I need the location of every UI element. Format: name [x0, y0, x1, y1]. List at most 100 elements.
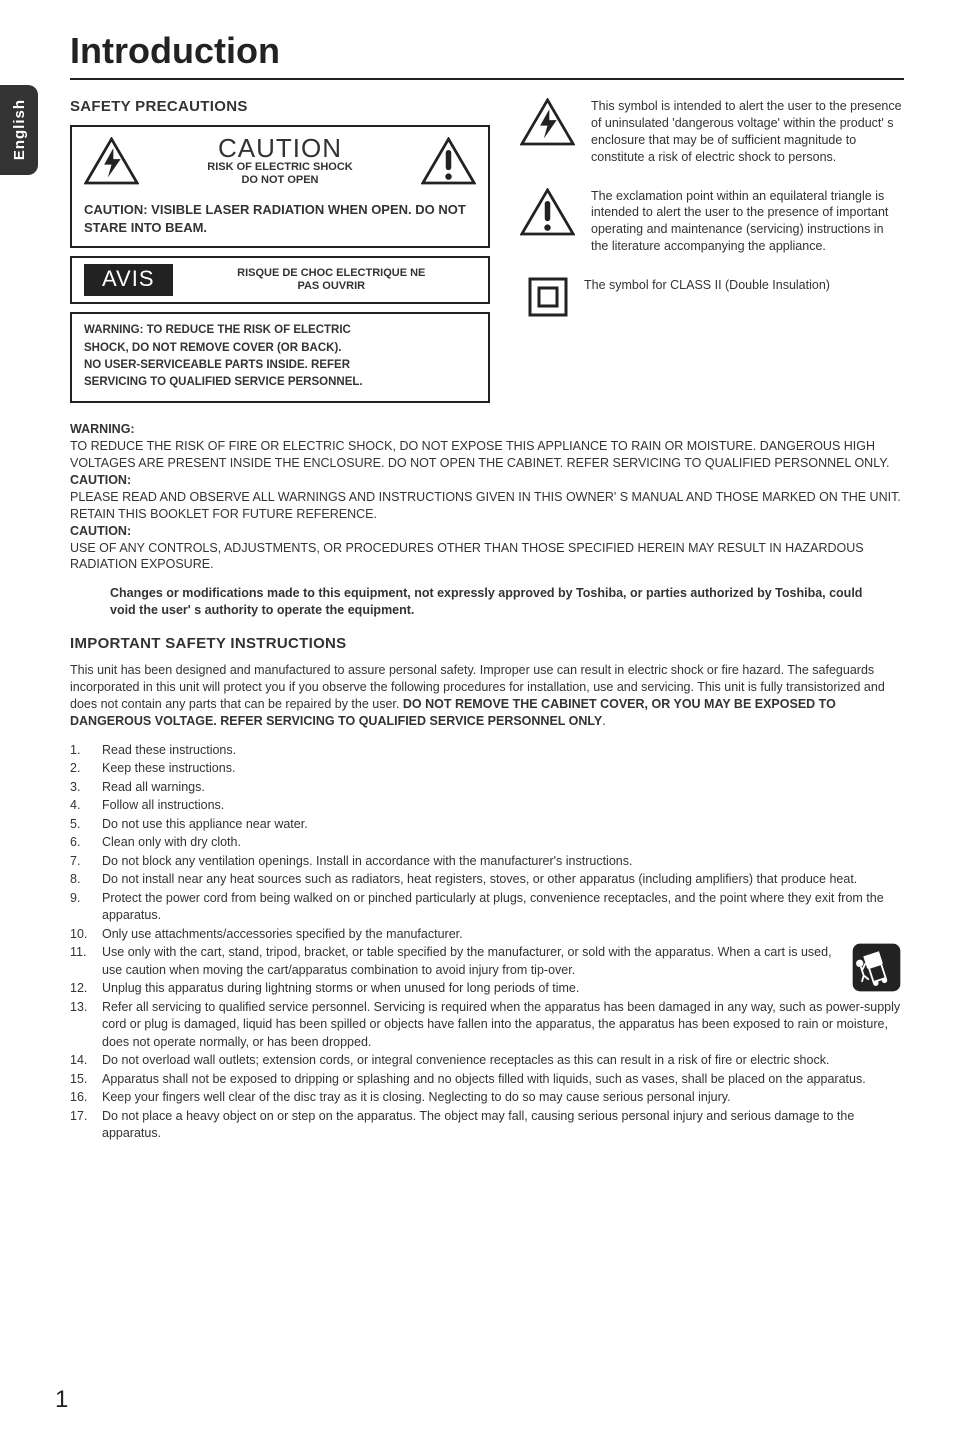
symbol-bolt-block: This symbol is intended to alert the use…: [520, 98, 904, 166]
caution-head-2: CAUTION:: [70, 524, 131, 538]
warn-b2: SHOCK, DO NOT REMOVE COVER (OR BACK).: [84, 340, 476, 357]
language-tab: English: [0, 85, 38, 175]
warn-b1: WARNING: TO REDUCE THE RISK OF ELECTRIC: [84, 322, 476, 339]
caution-body-2: USE OF ANY CONTROLS, ADJUSTMENTS, OR PRO…: [70, 541, 864, 572]
item-num: 14.: [70, 1052, 96, 1070]
important-intro: This unit has been designed and manufact…: [70, 662, 904, 730]
list-item: 14. Do not overload wall outlets; extensi…: [70, 1052, 904, 1070]
symbol-bolt-text: This symbol is intended to alert the use…: [591, 98, 904, 166]
list-item: 1. Read these instructions.: [70, 742, 904, 760]
item-text: Read these instructions.: [102, 743, 236, 757]
item-num: 5.: [70, 816, 96, 834]
bolt-triangle-icon: [84, 137, 139, 185]
caution-head-1: CAUTION:: [70, 473, 131, 487]
list-item: 3. Read all warnings.: [70, 779, 904, 797]
list-item: 5. Do not use this appliance near water.: [70, 816, 904, 834]
item-num: 4.: [70, 797, 96, 815]
item-text: Read all warnings.: [102, 780, 205, 794]
list-item: 4. Follow all instructions.: [70, 797, 904, 815]
caution-center: CAUTION RISK OF ELECTRIC SHOCK DO NOT OP…: [207, 135, 352, 187]
item-text: Refer all servicing to qualified service…: [102, 1000, 900, 1049]
item-text: Only use attachments/accessories specifi…: [102, 927, 463, 941]
item-num: 11.: [70, 944, 96, 962]
item-num: 13.: [70, 999, 96, 1017]
intro-post: .: [602, 714, 605, 728]
important-heading: IMPORTANT SAFETY INSTRUCTIONS: [70, 635, 904, 652]
caution-box-2: AVIS RISQUE DE CHOC ELECTRIQUE NE PAS OU…: [70, 256, 490, 304]
item-text: Clean only with dry cloth.: [102, 835, 241, 849]
page-title: Introduction: [70, 30, 904, 72]
list-item: 15. Apparatus shall not be exposed to dri…: [70, 1071, 904, 1089]
item-text: Protect the power cord from being walked…: [102, 891, 884, 923]
item-num: 12.: [70, 980, 96, 998]
list-item: 6.Clean only with dry cloth.: [70, 834, 904, 852]
list-item: 7. Do not block any ventilation openings.…: [70, 853, 904, 871]
warning-block: WARNING: TO REDUCE THE RISK OF FIRE OR E…: [70, 421, 904, 573]
title-rule: [70, 78, 904, 80]
list-item: 12. Unplug this apparatus during lightnin…: [70, 980, 904, 998]
symbol-class2-block: The symbol for CLASS II (Double Insulati…: [520, 277, 904, 317]
list-item: 2. Keep these instructions.: [70, 760, 904, 778]
item-num: 9.: [70, 890, 96, 908]
page-number: 1: [55, 1386, 68, 1414]
item-text: Unplug this apparatus during lightning s…: [102, 981, 579, 995]
item-num: 8.: [70, 871, 96, 889]
symbol-excl-block: The exclamation point within an equilate…: [520, 188, 904, 256]
warning-body: TO REDUCE THE RISK OF FIRE OR ELECTRIC S…: [70, 439, 889, 470]
item-text: Follow all instructions.: [102, 798, 224, 812]
item-num: 10.: [70, 926, 96, 944]
caution-box-1: CAUTION RISK OF ELECTRIC SHOCK DO NOT OP…: [70, 125, 490, 248]
avis-badge: AVIS: [84, 264, 173, 296]
item-num: 17.: [70, 1108, 96, 1126]
left-column: SAFETY PRECAUTIONS CAUTION RISK OF ELECT…: [70, 98, 490, 411]
list-item: 10. Only use attachments/accessories spec…: [70, 926, 904, 944]
item-text: Use only with the cart, stand, tripod, b…: [102, 945, 832, 977]
item-num: 16.: [70, 1089, 96, 1107]
caution-box-3: WARNING: TO REDUCE THE RISK OF ELECTRIC …: [70, 312, 490, 403]
item-num: 3.: [70, 779, 96, 797]
caution-sub1: RISK OF ELECTRIC SHOCK: [207, 161, 352, 174]
item-text: Do not place a heavy object on or step o…: [102, 1109, 854, 1141]
caution-row-icons: CAUTION RISK OF ELECTRIC SHOCK DO NOT OP…: [72, 127, 488, 195]
list-item: 16. Keep your fingers well clear of the d…: [70, 1089, 904, 1107]
class2-icon: [528, 277, 568, 317]
right-column: This symbol is intended to alert the use…: [520, 98, 904, 411]
symbol-excl-text: The exclamation point within an equilate…: [591, 188, 904, 256]
item-num: 1.: [70, 742, 96, 760]
symbol-class2-text: The symbol for CLASS II (Double Insulati…: [584, 277, 830, 294]
list-item: 9. Protect the power cord from being walk…: [70, 890, 904, 925]
changes-note: Changes or modifications made to this eq…: [110, 585, 864, 619]
bolt-triangle-icon: [520, 98, 575, 146]
caution-laser-text: CAUTION: VISIBLE LASER RADIATION WHEN OP…: [72, 195, 488, 246]
warn-b4: SERVICING TO QUALIFIED SERVICE PERSONNEL…: [84, 374, 476, 391]
warning-head: WARNING:: [70, 422, 135, 436]
item-text: Do not overload wall outlets; extension …: [102, 1053, 829, 1067]
item-num: 7.: [70, 853, 96, 871]
avis-line2: PAS OUVRIR: [297, 280, 365, 292]
list-item: 8.Do not install near any heat sources s…: [70, 871, 904, 889]
list-item: 11. Use only with the cart, stand, tripo…: [70, 944, 904, 979]
language-tab-label: English: [11, 99, 28, 160]
item-text: Do not use this appliance near water.: [102, 817, 308, 831]
caution-word: CAUTION: [207, 135, 352, 161]
list-item: 13. Refer all servicing to qualified serv…: [70, 999, 904, 1052]
warning-bottom-text: WARNING: TO REDUCE THE RISK OF ELECTRIC …: [72, 314, 488, 401]
item-num: 15.: [70, 1071, 96, 1089]
exclamation-triangle-icon: [520, 188, 575, 236]
instructions-list: 1. Read these instructions. 2. Keep these …: [70, 742, 904, 1143]
warn-b3: NO USER-SERVICEABLE PARTS INSIDE. REFER: [84, 357, 476, 374]
item-num: 2.: [70, 760, 96, 778]
item-text: Keep your fingers well clear of the disc…: [102, 1090, 731, 1104]
item-text: Do not block any ventilation openings. I…: [102, 854, 632, 868]
caution-body-1: PLEASE READ AND OBSERVE ALL WARNINGS AND…: [70, 490, 901, 521]
item-text: Keep these instructions.: [102, 761, 235, 775]
avis-row: AVIS RISQUE DE CHOC ELECTRIQUE NE PAS OU…: [72, 258, 488, 302]
caution-sub2: DO NOT OPEN: [207, 174, 352, 187]
avis-line1: RISQUE DE CHOC ELECTRIQUE NE: [237, 267, 425, 279]
safety-heading: SAFETY PRECAUTIONS: [70, 98, 490, 115]
exclamation-triangle-icon: [421, 137, 476, 185]
item-text: Apparatus shall not be exposed to drippi…: [102, 1072, 866, 1086]
list-item: 17. Do not place a heavy object on or ste…: [70, 1108, 904, 1143]
avis-text: RISQUE DE CHOC ELECTRIQUE NE PAS OUVRIR: [187, 267, 476, 293]
top-columns: SAFETY PRECAUTIONS CAUTION RISK OF ELECT…: [70, 98, 904, 411]
